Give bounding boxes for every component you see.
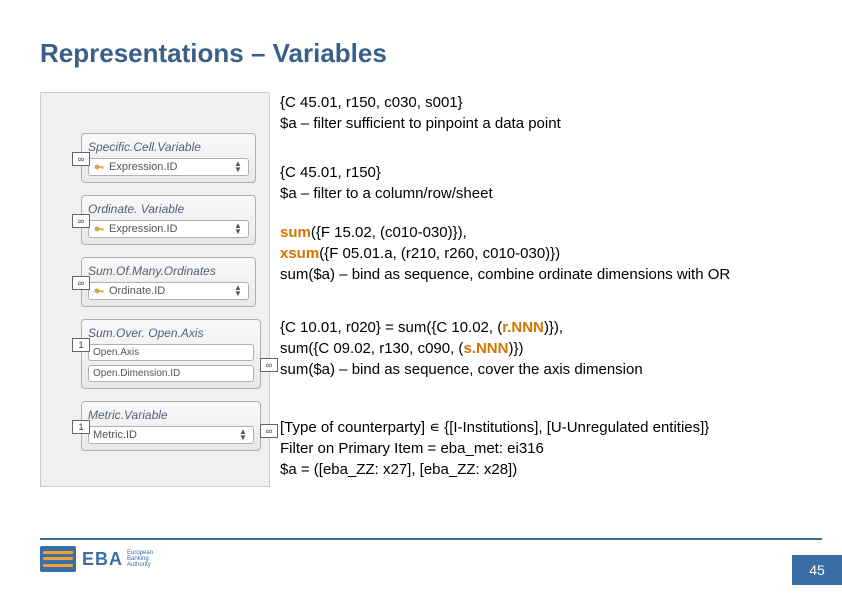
block-3: sum({F 15.02, (c010-030)}), xsum({F 05.0… [280,222,840,285]
body-line: sum($a) – bind as sequence, cover the ax… [280,359,840,380]
key-icon [93,161,105,173]
keyword-sum: sum [280,224,311,241]
keyword-snnn: s.NNN [463,340,508,357]
row-label: Expression.ID [109,223,177,235]
metric-id-row[interactable]: Metric.ID [88,426,254,444]
keyword-rnnn: r.NNN [502,319,544,336]
multiplicity-badge: ∞ [72,152,90,166]
diagram-panel: ∞ Specific.Cell.Variable Expression.ID ∞… [40,92,270,487]
code-line: )}) [508,340,523,357]
row-label: Open.Axis [93,347,139,358]
page-number: 45 [792,555,842,585]
keyword-xsum: xsum [280,245,319,262]
metric-variable-label: Metric.Variable [88,408,254,422]
multiplicity-badge: 1 [72,420,90,434]
block-1: {C 45.01, r150, c030, s001} $a – filter … [280,92,840,134]
block-5: [Type of counterparty] ∊ {[I-Institution… [280,417,840,480]
multiplicity-badge: ∞ [260,358,278,372]
row-label: Open.Dimension.ID [93,368,180,379]
row-label: Ordinate.ID [109,285,165,297]
footer: EBA EuropeanBankingAuthority 45 [0,530,842,585]
open-axis-row[interactable]: Open.Axis [88,344,254,361]
ordinate-variable-label: Ordinate. Variable [88,202,249,216]
key-icon [93,223,105,235]
stepper-icon[interactable] [237,429,249,441]
code-line: {C 10.01, r020} = sum({C 10.02, ( [280,319,502,336]
body-line: [Type of counterparty] ∊ {[I-Institution… [280,417,840,438]
sum-many-ordinates-label: Sum.Of.Many.Ordinates [88,264,249,278]
code-line: )}), [544,319,563,336]
row-label: Metric.ID [93,429,137,441]
body-line: $a = ([eba_ZZ: x27], [eba_ZZ: x28]) [280,459,840,480]
eba-logo: EBA EuropeanBankingAuthority [40,544,180,574]
body-line: $a – filter to a column/row/sheet [280,183,840,204]
code-line: {C 45.01, r150, c030, s001} [280,92,840,113]
footer-rule [40,538,822,540]
code-line: ({F 15.02, (c010-030)}), [311,224,467,241]
page-title: Representations – Variables [40,38,387,69]
block-2: {C 45.01, r150} $a – filter to a column/… [280,162,840,204]
logo-mark-icon [40,546,76,572]
logo-abbr: EBA [82,549,123,570]
expression-id-row[interactable]: Expression.ID [88,220,249,238]
code-line: sum({C 09.02, r130, c090, ( [280,340,463,357]
code-line: ({F 05.01.a, (r210, r260, c010-030)}) [319,245,560,262]
code-line: {C 45.01, r150} [280,162,840,183]
block-4: {C 10.01, r020} = sum({C 10.02, (r.NNN)}… [280,317,840,380]
stepper-icon[interactable] [232,161,244,173]
body-line: $a – filter sufficient to pinpoint a dat… [280,113,840,134]
specific-cell-variable-label: Specific.Cell.Variable [88,140,249,154]
multiplicity-badge: ∞ [72,276,90,290]
ordinate-id-row[interactable]: Ordinate.ID [88,282,249,300]
multiplicity-badge: ∞ [72,214,90,228]
open-dimension-row[interactable]: Open.Dimension.ID [88,365,254,382]
stepper-icon[interactable] [232,223,244,235]
expression-id-row[interactable]: Expression.ID [88,158,249,176]
stepper-icon[interactable] [232,285,244,297]
key-icon [93,285,105,297]
body-line: Filter on Primary Item = eba_met: ei316 [280,438,840,459]
logo-subtitle: EuropeanBankingAuthority [127,550,153,568]
body-line: sum($a) – bind as sequence, combine ordi… [280,264,840,285]
sum-over-open-axis-label: Sum.Over. Open.Axis [88,326,254,340]
multiplicity-badge: ∞ [260,424,278,438]
multiplicity-badge: 1 [72,338,90,352]
row-label: Expression.ID [109,161,177,173]
